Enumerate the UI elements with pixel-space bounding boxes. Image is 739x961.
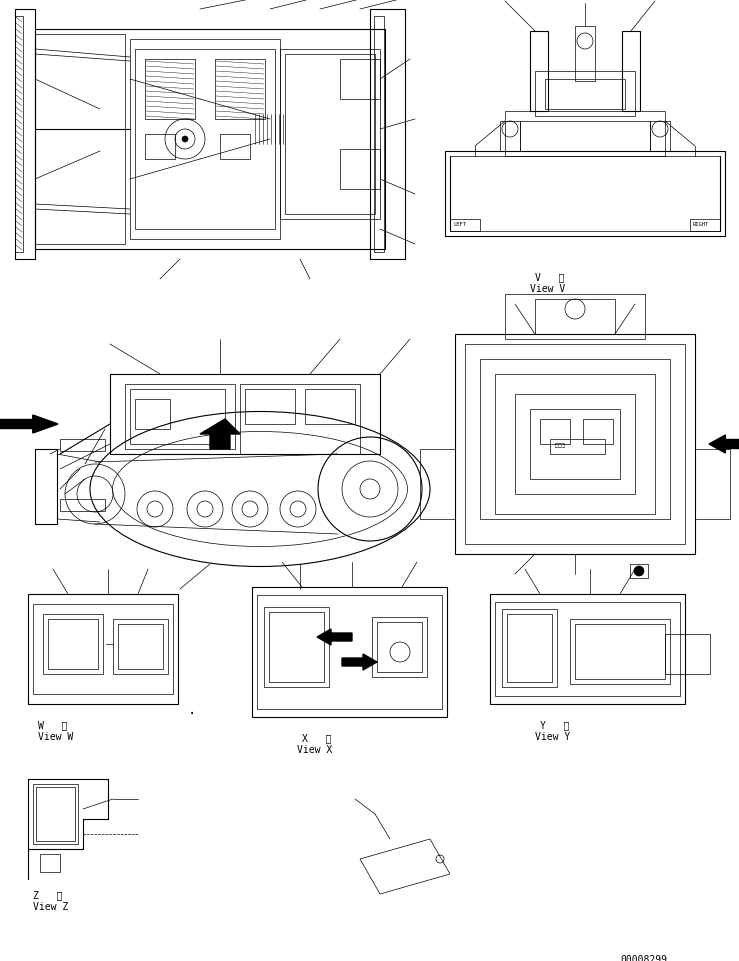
Bar xyxy=(215,60,265,120)
Text: RIGHT: RIGHT xyxy=(693,222,709,227)
Text: View Y: View Y xyxy=(535,731,571,741)
Bar xyxy=(535,72,635,117)
Bar xyxy=(280,50,380,220)
Bar xyxy=(130,389,225,445)
Bar xyxy=(33,784,78,844)
Bar xyxy=(48,619,98,669)
FancyArrow shape xyxy=(709,435,739,454)
Bar xyxy=(690,220,720,232)
Bar xyxy=(630,564,648,579)
Bar xyxy=(40,854,60,872)
Bar xyxy=(445,152,725,236)
Bar xyxy=(372,617,427,678)
Bar xyxy=(495,375,655,514)
Text: □□□: □□□ xyxy=(555,442,565,448)
Bar xyxy=(15,10,35,259)
FancyArrow shape xyxy=(342,654,377,671)
Bar xyxy=(535,300,615,334)
Bar xyxy=(60,500,105,511)
Text: View V: View V xyxy=(530,283,565,294)
Bar xyxy=(43,614,103,675)
Bar xyxy=(575,625,665,679)
Bar xyxy=(60,439,105,452)
Bar xyxy=(118,625,163,669)
Text: 00008299: 00008299 xyxy=(620,954,667,961)
Bar xyxy=(35,450,57,525)
Bar xyxy=(28,595,178,704)
Bar xyxy=(370,10,405,259)
Bar xyxy=(245,389,295,425)
Bar xyxy=(650,122,670,152)
Bar xyxy=(340,60,380,100)
Bar xyxy=(545,80,625,110)
Text: V   視: V 視 xyxy=(535,272,565,282)
Text: LEFT: LEFT xyxy=(453,222,466,227)
Bar xyxy=(495,603,680,697)
Bar xyxy=(450,220,480,232)
Bar xyxy=(220,135,250,160)
Bar xyxy=(135,400,170,430)
Bar xyxy=(540,420,570,445)
Bar xyxy=(135,50,275,230)
Bar xyxy=(264,607,329,687)
Bar xyxy=(550,439,605,455)
Bar xyxy=(450,157,720,232)
Bar xyxy=(665,634,710,675)
Bar xyxy=(252,587,447,717)
Bar xyxy=(125,384,235,450)
Bar xyxy=(420,450,455,520)
Bar xyxy=(465,345,685,545)
Bar xyxy=(145,60,195,120)
Bar xyxy=(570,619,670,684)
Text: View W: View W xyxy=(38,731,73,741)
Bar xyxy=(257,596,442,709)
Bar xyxy=(502,609,557,687)
Bar xyxy=(33,604,173,694)
Bar xyxy=(530,409,620,480)
Circle shape xyxy=(182,136,188,143)
FancyArrow shape xyxy=(0,415,58,433)
Text: .: . xyxy=(188,702,197,716)
Bar xyxy=(530,32,548,111)
Bar xyxy=(130,40,280,239)
Bar xyxy=(583,420,613,445)
Bar xyxy=(110,375,380,455)
Polygon shape xyxy=(200,420,240,450)
Bar xyxy=(505,295,645,339)
Text: X   視: X 視 xyxy=(302,732,331,742)
Text: W   視: W 視 xyxy=(38,719,67,729)
Text: Y   視: Y 視 xyxy=(540,719,569,729)
Bar xyxy=(520,122,650,152)
Circle shape xyxy=(634,566,644,577)
Bar xyxy=(575,27,595,82)
Bar xyxy=(36,787,75,841)
Bar xyxy=(374,17,384,253)
Text: View X: View X xyxy=(297,744,333,754)
Bar xyxy=(285,55,375,214)
Bar xyxy=(515,395,635,495)
Text: View Z: View Z xyxy=(33,901,68,911)
Bar xyxy=(240,384,360,455)
Bar xyxy=(622,32,640,111)
FancyArrow shape xyxy=(317,629,352,646)
Bar xyxy=(505,111,665,157)
Bar xyxy=(35,35,125,245)
Bar xyxy=(500,122,520,152)
Bar xyxy=(695,450,730,520)
Bar xyxy=(269,612,324,682)
Bar xyxy=(455,334,695,554)
Bar xyxy=(377,623,422,673)
Text: Z   視: Z 視 xyxy=(33,889,62,899)
Bar xyxy=(145,135,175,160)
Bar xyxy=(490,595,685,704)
Bar xyxy=(113,619,168,675)
Bar xyxy=(35,30,385,250)
Bar xyxy=(15,17,23,253)
Bar xyxy=(507,614,552,682)
Bar xyxy=(340,150,380,190)
Bar xyxy=(305,389,355,425)
Bar xyxy=(480,359,670,520)
